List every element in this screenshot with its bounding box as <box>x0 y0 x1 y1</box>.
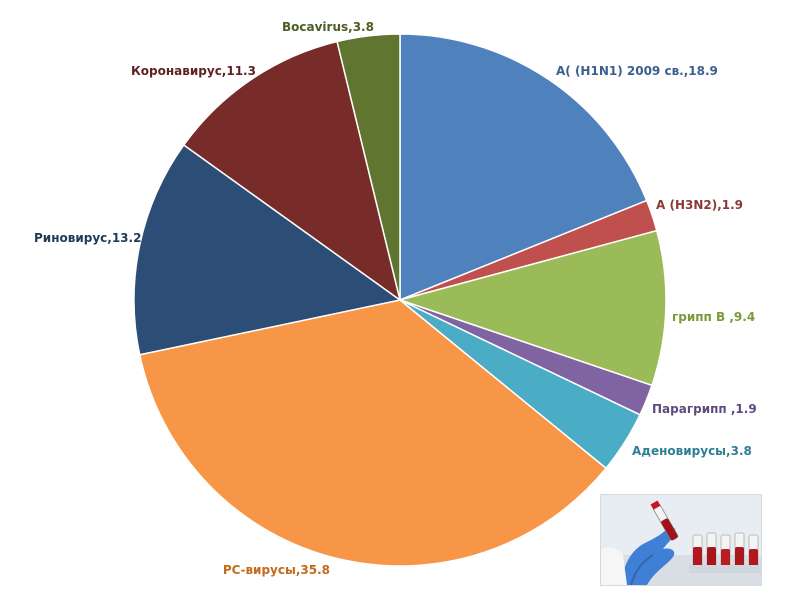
pie-slice <box>397 229 667 387</box>
slice-label: Коронавирус,11.3 <box>131 64 256 78</box>
slice-label: Bocavirus,3.8 <box>282 20 374 34</box>
slice-label: грипп B ,9.4 <box>672 310 755 324</box>
slices-layer <box>133 33 667 567</box>
slice-label: A( (H1N1) 2009 св.,18.9 <box>556 64 718 78</box>
pie-slice <box>182 40 402 302</box>
slice-label: Риновирус,13.2 <box>34 231 141 245</box>
pie-slice <box>399 33 648 302</box>
slice-label: РС-вирусы,35.8 <box>223 563 330 577</box>
slice-label: Парагрипп ,1.9 <box>652 402 757 416</box>
slice-label: Аденовирусы,3.8 <box>632 444 752 458</box>
pie-slice <box>336 33 401 301</box>
lab-photo-image <box>600 494 762 586</box>
lab-photo-illustration <box>601 495 761 585</box>
slice-label: A (H3N2),1.9 <box>656 198 743 212</box>
pie-slice <box>138 299 608 567</box>
labels-layer: A( (H1N1) 2009 св.,18.9 A (H3N2),1.9 грипп… <box>34 20 757 577</box>
pie-slice <box>133 143 402 356</box>
